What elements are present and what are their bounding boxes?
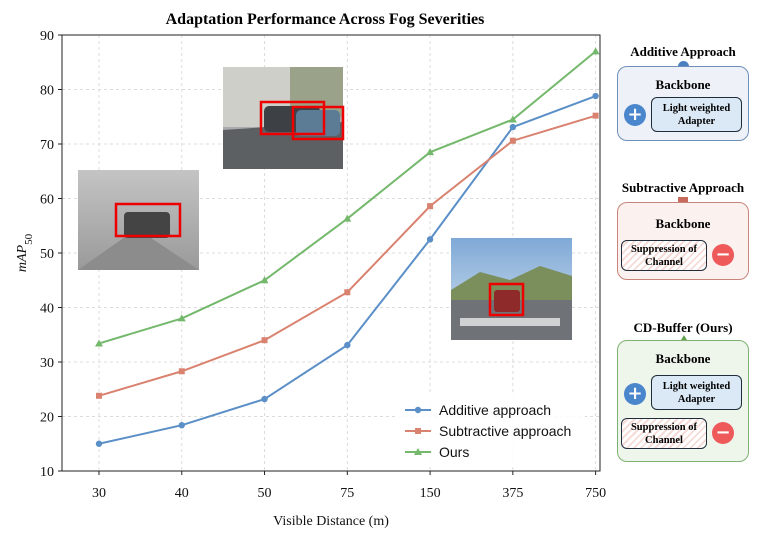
data-point-subtractive-approach (427, 203, 434, 210)
minus-icon: − (712, 244, 734, 266)
legend: Additive approach Subtractive approach Our… (395, 395, 585, 465)
legend-marker-subtractive-approach (415, 428, 421, 434)
legend-marker-ours (414, 448, 422, 455)
data-point-ours (591, 47, 600, 55)
cd-buffer-title: CD-Buffer (Ours) (633, 320, 733, 335)
additive-approach-title: Additive Approach (630, 44, 736, 59)
data-point-additive-approach (592, 92, 599, 100)
data-point-subtractive-approach (178, 368, 185, 375)
backbone-label: Backbone (655, 351, 711, 366)
y-tick-label: 30 (40, 356, 54, 371)
data-point-subtractive-approach (592, 112, 599, 119)
data-point-additive-approach (178, 422, 185, 429)
subtractive-approach-title: Subtractive Approach (621, 180, 745, 195)
legend-label-subtractive-approach: Subtractive approach (439, 423, 571, 439)
light-weighted-adapter-box: Light weighted Adapter (651, 97, 742, 132)
legend-label-additive-approach: Additive approach (439, 402, 551, 418)
data-point-subtractive-approach (261, 337, 268, 344)
plus-icon: + (624, 383, 646, 405)
y-tick-label: 10 (40, 465, 54, 480)
data-point-ours (426, 148, 435, 156)
legend-marker-additive-approach (414, 406, 422, 414)
y-tick-label: 40 (40, 302, 54, 317)
data-point-additive-approach (509, 123, 517, 131)
data-point-ours (95, 339, 103, 347)
data-point-ours (177, 314, 186, 322)
x-axis-label: Visible Distance (m) (273, 514, 389, 529)
x-tick-label: 750 (585, 486, 606, 501)
chart-title: Adaptation Performance Across Fog Severi… (166, 11, 485, 28)
subtractive-approach-panel: Backbone Suppression of Channel − (617, 202, 749, 280)
suppression-of-channel-box: Suppression of Channel (621, 240, 707, 271)
clear-scene-thumbnail (451, 238, 572, 340)
data-point-additive-approach (95, 440, 103, 447)
legend-label-ours: Ours (439, 444, 469, 460)
data-point-additive-approach (426, 236, 434, 243)
x-tick-label: 40 (175, 486, 189, 501)
x-tick-label: 375 (502, 486, 523, 501)
data-point-additive-approach (344, 341, 351, 349)
light-weighted-adapter-box: Light weighted Adapter (651, 375, 742, 410)
y-tick-label: 80 (40, 84, 54, 99)
data-point-subtractive-approach (96, 392, 102, 399)
y-tick-label: 50 (40, 247, 54, 262)
x-tick-label: 75 (340, 486, 354, 501)
backbone-label: Backbone (655, 216, 711, 231)
y-tick-label: 90 (40, 29, 54, 44)
backbone-label: Backbone (655, 77, 711, 92)
plot-frame (61, 34, 601, 472)
y-tick-label: 70 (40, 138, 54, 153)
data-point-subtractive-approach (344, 289, 351, 296)
y-axis-label: mAP50 (15, 233, 35, 272)
y-tick-label: 60 (40, 193, 54, 208)
additive-approach-panel: Backbone + Light weighted Adapter (617, 66, 749, 141)
x-tick-label: 50 (258, 486, 272, 501)
data-point-ours (260, 276, 269, 284)
street-scene-thumbnail (223, 67, 345, 169)
foggy-scene-thumbnail (78, 170, 199, 270)
plus-icon: + (624, 104, 646, 126)
data-point-additive-approach (261, 395, 268, 403)
x-tick-label: 150 (420, 486, 441, 501)
axes: 10 20 30 40 50 60 70 80 90 30 40 50 75 150 375 750 Visib… (15, 29, 606, 529)
suppression-of-channel-box: Suppression of Channel (621, 418, 707, 449)
series (95, 47, 600, 447)
data-point-ours (343, 214, 352, 222)
y-tick-label: 20 (40, 411, 54, 426)
cd-buffer-panel: Backbone + Light weighted Adapter Suppre… (617, 340, 749, 462)
data-point-subtractive-approach (509, 137, 516, 144)
x-tick-label: 30 (92, 486, 106, 501)
minus-icon: − (712, 422, 734, 444)
data-point-ours (508, 115, 517, 123)
